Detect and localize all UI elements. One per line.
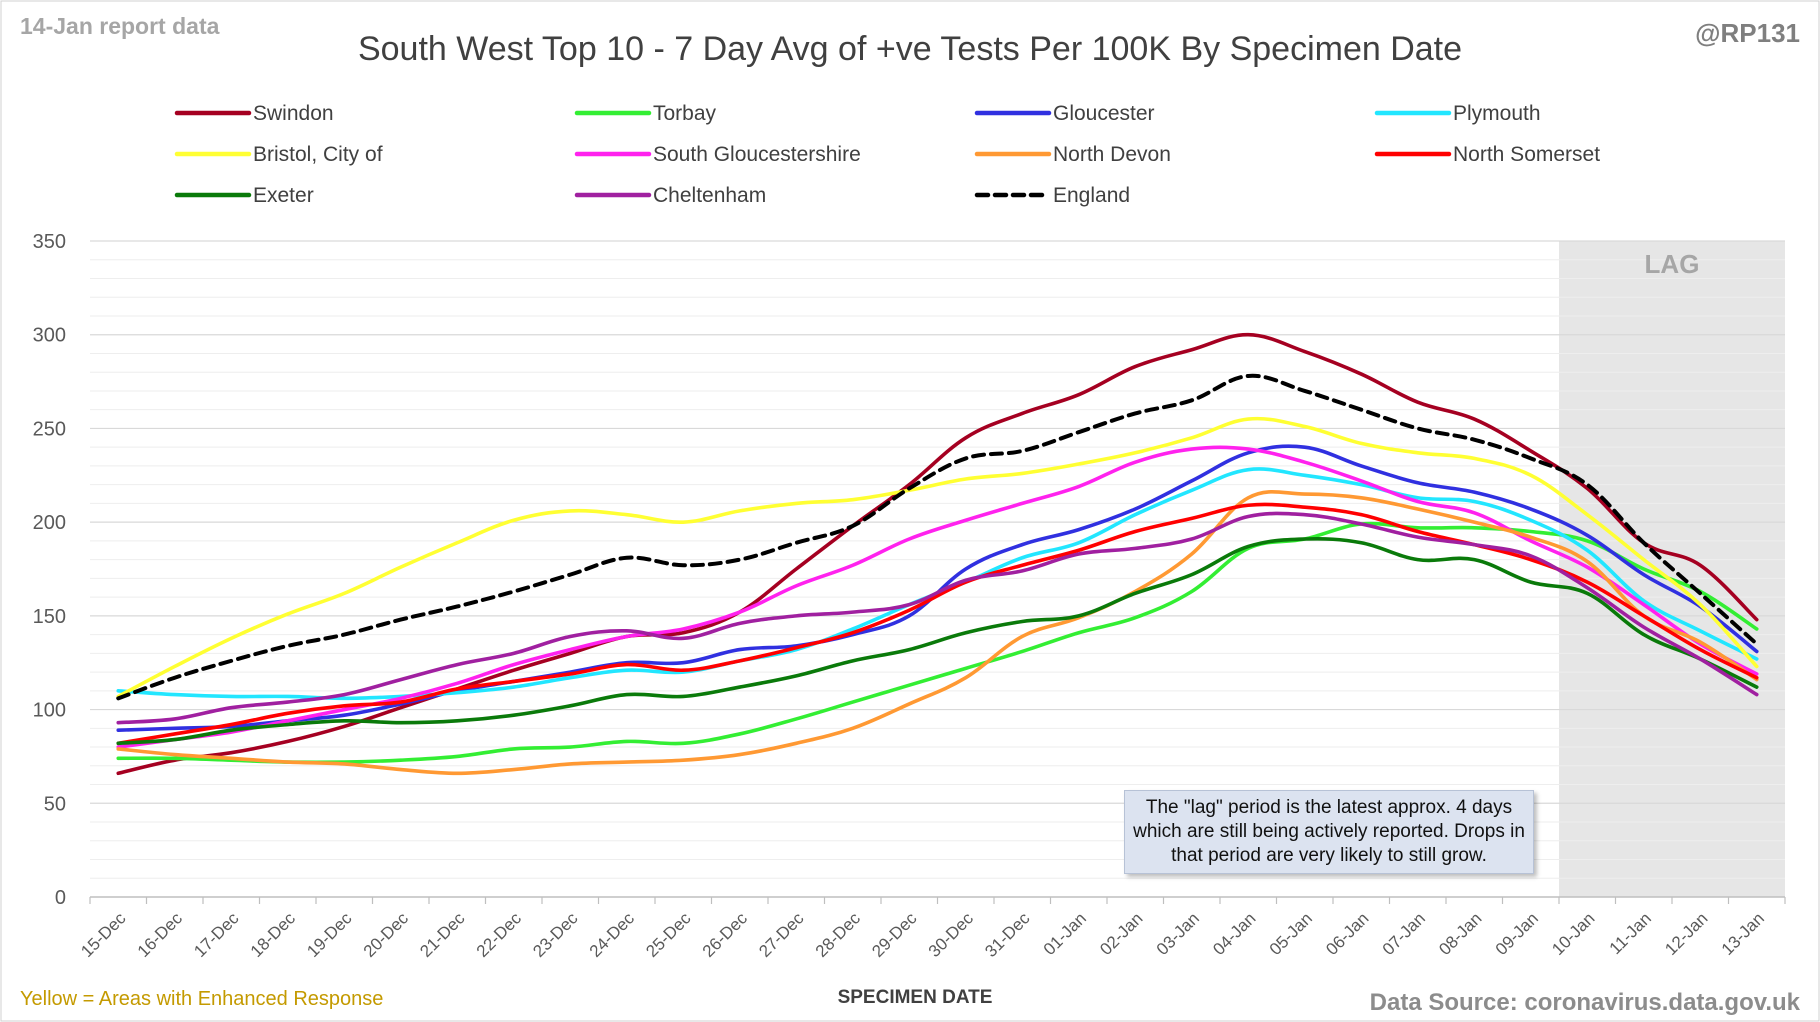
y-tick-label: 300 bbox=[33, 325, 66, 347]
series-line-torbay bbox=[116, 521, 1759, 765]
enhanced-response-note: Yellow = Areas with Enhanced Response bbox=[20, 988, 383, 1010]
legend-label-england: England bbox=[1053, 184, 1130, 207]
author-handle: @RP131 bbox=[1695, 18, 1800, 48]
y-tick-label: 200 bbox=[33, 512, 66, 534]
lag-explanation-note: The "lag" period is the latest approx. 4… bbox=[1124, 790, 1534, 874]
y-tick-label: 350 bbox=[33, 231, 66, 253]
series-line-swindon bbox=[116, 332, 1759, 776]
legend-label-plymouth: Plymouth bbox=[1453, 102, 1541, 125]
x-axis-title: SPECIMEN DATE bbox=[838, 987, 993, 1008]
series-line-north-devon bbox=[116, 490, 1759, 776]
series-line-cheltenham bbox=[116, 511, 1759, 725]
series-line-gloucester bbox=[116, 444, 1759, 732]
lag-label: LAG bbox=[1645, 249, 1700, 279]
y-tick-label: 0 bbox=[55, 887, 66, 909]
legend-label-south-gloucestershire: South Gloucestershire bbox=[653, 143, 861, 166]
legend-label-swindon: Swindon bbox=[253, 102, 334, 125]
legend-label-torbay: Torbay bbox=[653, 102, 717, 125]
legend-label-north-somerset: North Somerset bbox=[1453, 143, 1600, 166]
series-lines bbox=[116, 332, 1759, 776]
series-line-england bbox=[116, 373, 1759, 701]
y-tick-label: 150 bbox=[33, 606, 66, 628]
series-line-bristol-city-of bbox=[116, 416, 1759, 699]
report-date-label: 14-Jan report data bbox=[20, 13, 220, 39]
chart-title: South West Top 10 - 7 Day Avg of +ve Tes… bbox=[358, 30, 1462, 68]
data-source-label: Data Source: coronavirus.data.gov.uk bbox=[1370, 989, 1801, 1016]
y-tick-label: 50 bbox=[44, 793, 66, 815]
y-tick-label: 100 bbox=[33, 700, 66, 722]
legend-label-north-devon: North Devon bbox=[1053, 143, 1171, 166]
legend-label-exeter: Exeter bbox=[253, 184, 314, 207]
legend-label-gloucester: Gloucester bbox=[1053, 102, 1155, 125]
y-tick-label: 250 bbox=[33, 418, 66, 440]
series-line-south-gloucestershire bbox=[116, 445, 1759, 749]
legend-label-bristol-city-of: Bristol, City of bbox=[253, 143, 383, 166]
series-line-exeter bbox=[116, 536, 1759, 746]
legend-label-cheltenham: Cheltenham bbox=[653, 184, 766, 207]
legend: Swindon Torbay Gloucester Plymouth Bristol, … bbox=[174, 102, 1600, 207]
